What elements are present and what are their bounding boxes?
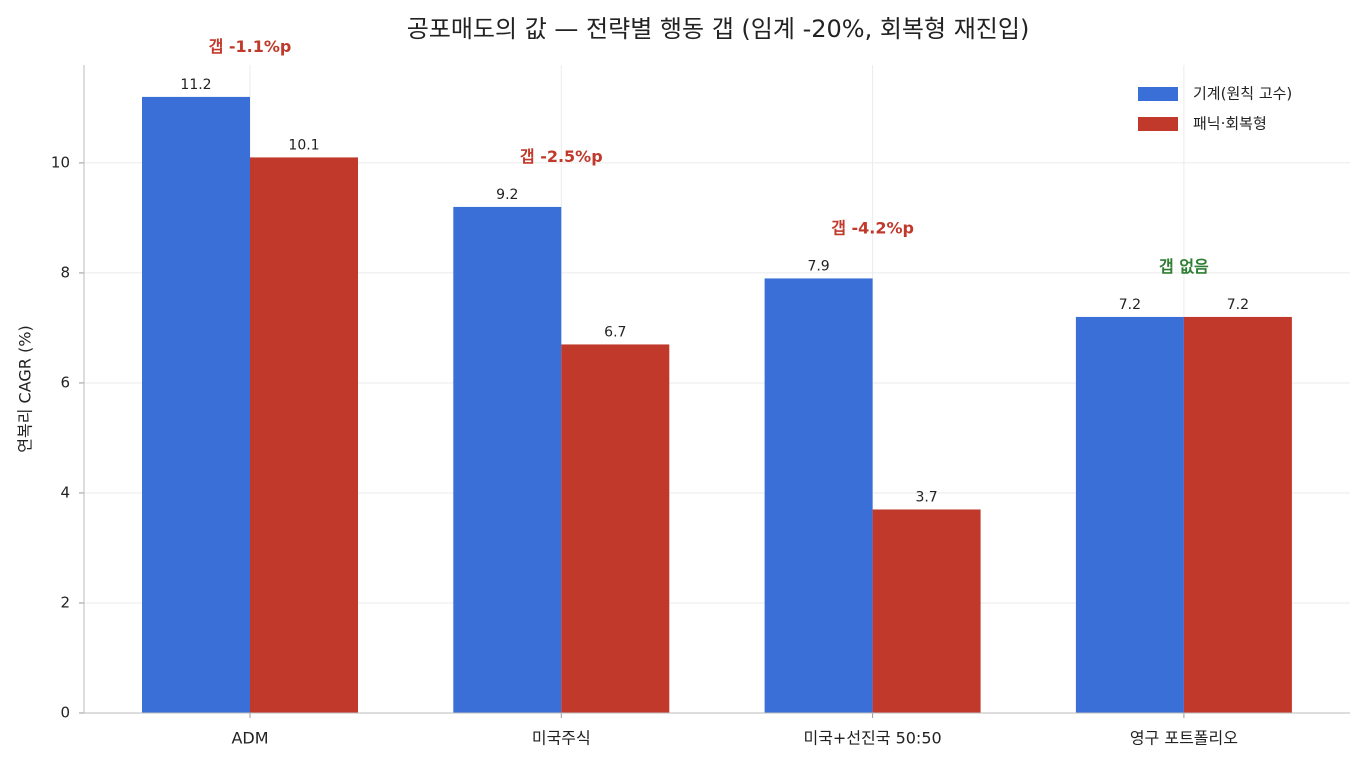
value-label: 3.7 — [915, 489, 937, 505]
bar — [1183, 316, 1292, 713]
y-tick-label: 6 — [60, 373, 70, 391]
y-tick-label: 2 — [60, 593, 70, 611]
annotation: 갭 -1.1%p — [209, 37, 292, 56]
bar — [142, 96, 250, 714]
value-label: 7.2 — [1119, 297, 1141, 313]
value-label: 11.2 — [180, 77, 211, 93]
x-tick-label: 영구 포트폴리오 — [1130, 729, 1238, 748]
value-label: 7.9 — [807, 258, 829, 274]
bar — [764, 278, 873, 713]
legend-swatch — [1138, 117, 1178, 131]
y-tick-label: 8 — [60, 263, 70, 281]
y-tick-label: 4 — [60, 483, 70, 501]
annotation: 갭 없음 — [1159, 257, 1209, 276]
x-tick-label: ADM — [231, 729, 268, 748]
annotation: 갭 -2.5%p — [520, 147, 603, 166]
bar — [561, 344, 670, 713]
legend-label: 기계(원칙 고수) — [1193, 85, 1292, 103]
value-label: 9.2 — [496, 187, 518, 203]
x-tick-label: 미국주식 — [532, 729, 591, 748]
legend-label: 패닉·회복형 — [1193, 115, 1267, 133]
bar — [872, 509, 981, 713]
value-label: 6.7 — [604, 324, 626, 340]
bar — [250, 157, 358, 714]
bar — [453, 206, 562, 713]
value-label: 10.1 — [288, 137, 319, 153]
y-axis-label: 연복리 CAGR (%) — [16, 325, 35, 452]
y-tick-label: 0 — [60, 704, 70, 722]
bar — [1075, 316, 1184, 713]
chart-title: 공포매도의 값 — 전략별 행동 갭 (임계 -20%, 회복형 재진입) — [407, 15, 1030, 43]
y-tick-label: 10 — [51, 153, 70, 171]
legend-swatch — [1138, 87, 1178, 101]
value-label: 7.2 — [1227, 297, 1249, 313]
annotation: 갭 -4.2%p — [831, 218, 914, 237]
x-tick-label: 미국+선진국 50:50 — [803, 729, 941, 748]
